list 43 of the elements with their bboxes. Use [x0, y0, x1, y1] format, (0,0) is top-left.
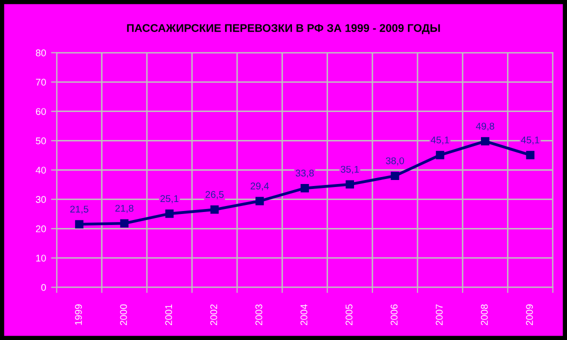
point: [120, 219, 129, 228]
data-label: 49,8: [476, 122, 494, 131]
data-label: 35,1: [340, 166, 359, 174]
x-tick-label: 2000: [120, 304, 127, 326]
point: [300, 184, 309, 192]
data-label: 21,8: [115, 204, 134, 213]
data-label: 29,4: [250, 182, 269, 191]
x-tick-label: 2007: [436, 304, 443, 326]
y-tick-label: 60: [36, 108, 46, 115]
x-tick-label: 2008: [480, 304, 488, 326]
y-tick-label: 0: [41, 284, 46, 291]
x-tick-label: 1999: [74, 304, 82, 325]
y-tick-label: 10: [36, 254, 46, 262]
point: [255, 196, 264, 206]
x-tick-label: 2001: [165, 304, 172, 326]
x-tick-label: 2002: [210, 304, 218, 326]
y-tick-label: 40: [36, 166, 46, 174]
x-tick-label: 2003: [255, 304, 262, 326]
point: [165, 210, 174, 218]
data-label: 45,1: [521, 136, 540, 145]
x-tick-label: 2009: [526, 304, 533, 326]
y-tick-label: 80: [36, 49, 46, 56]
point: [75, 220, 84, 228]
x-tick-label: 2004: [300, 304, 308, 326]
y-tick-label: 50: [36, 137, 46, 144]
data-label: 33,8: [296, 170, 314, 178]
y-tick-label: 70: [36, 78, 46, 86]
y-tick-label: 20: [36, 225, 46, 232]
data-label: 21,5: [70, 206, 88, 214]
point: [481, 137, 490, 146]
data-label: 26,5: [206, 191, 224, 200]
point: [346, 180, 354, 189]
point: [390, 172, 400, 180]
data-label: 38,0: [386, 157, 404, 166]
y-tick-label: 30: [36, 196, 46, 203]
point: [526, 150, 534, 160]
point: [436, 150, 444, 160]
chart-title: ПАССАЖИРСКИЕ ПЕРЕВОЗКИ В РФ ЗА 1999 - 2009 ГОДЫ: [127, 24, 440, 34]
data-label: 45,1: [430, 136, 450, 145]
x-tick-label: 2006: [390, 304, 398, 326]
data-label: 25,1: [160, 195, 178, 204]
x-tick-label: 2005: [346, 304, 352, 326]
point: [210, 205, 219, 214]
